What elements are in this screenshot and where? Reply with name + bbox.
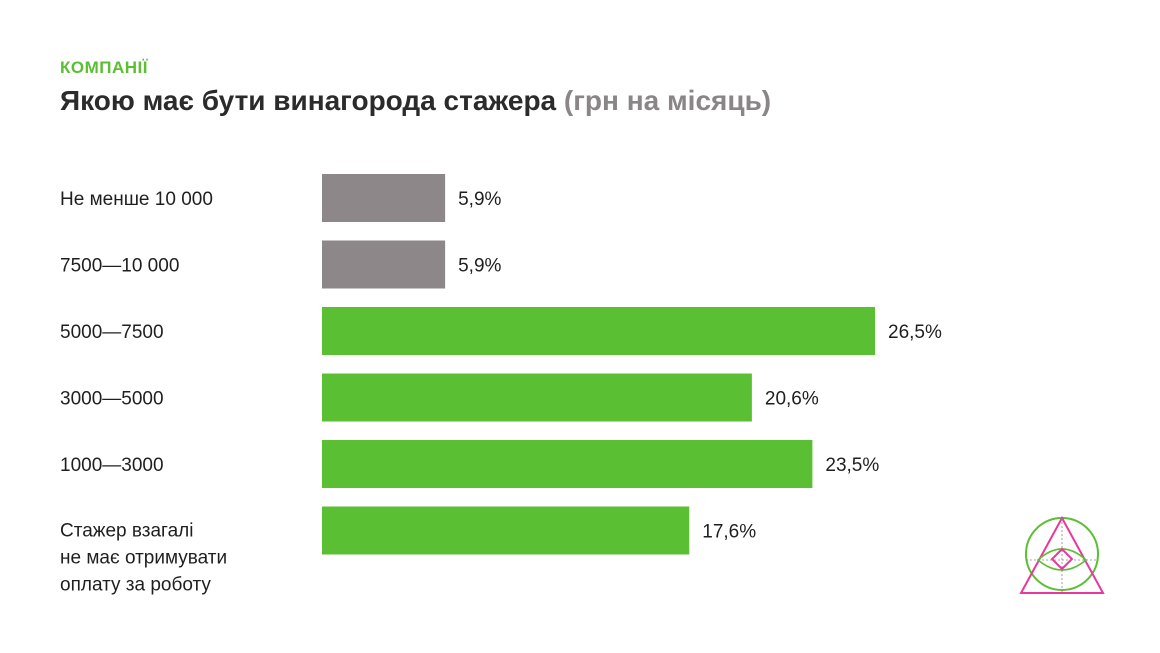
bar-5 <box>322 506 690 555</box>
chart-title-unit: (грн на місяць) <box>563 85 772 116</box>
category-label-4: 1000—3000 <box>60 455 164 476</box>
category-label-0: Не менше 10 000 <box>60 189 213 210</box>
category-label-line: Стажер взагалі <box>60 521 193 542</box>
value-label-3: 20,6% <box>765 389 819 410</box>
value-label-2: 26,5% <box>888 322 942 343</box>
category-label-5: Стажер взагалі не має отримувати оплату за… <box>60 521 227 596</box>
category-label-1: 7500—10 000 <box>60 256 179 277</box>
triangle-circle-eye-logo-icon <box>1019 515 1105 594</box>
value-label-1: 5,9% <box>458 256 501 277</box>
value-label-5: 17,6% <box>702 522 756 543</box>
category-label-line: 7500—10 000 <box>60 256 179 277</box>
chart-title-main: Якою має бути винагорода стажера <box>60 85 557 116</box>
category-label-line: не має отримувати <box>60 548 227 569</box>
category-label-line: оплату за роботу <box>60 575 211 596</box>
chart-title: Якою має бути винагорода стажера (грн на… <box>60 85 771 117</box>
bar-1 <box>322 240 446 289</box>
category-label-line: Не менше 10 000 <box>60 189 213 210</box>
category-label-line: 3000—5000 <box>60 389 164 410</box>
bar-2 <box>322 307 875 355</box>
bar-3 <box>322 373 752 422</box>
bar-0 <box>322 174 446 222</box>
bar-4 <box>322 440 813 488</box>
category-label-2: 5000—7500 <box>60 322 164 343</box>
value-label-0: 5,9% <box>458 189 501 210</box>
category-label-line: 1000—3000 <box>60 455 164 476</box>
value-label-4: 23,5% <box>825 455 879 476</box>
category-label-3: 3000—5000 <box>60 389 164 410</box>
section-kicker: КОМПАНІЇ <box>60 58 148 77</box>
category-label-line: 5000—7500 <box>60 322 164 343</box>
